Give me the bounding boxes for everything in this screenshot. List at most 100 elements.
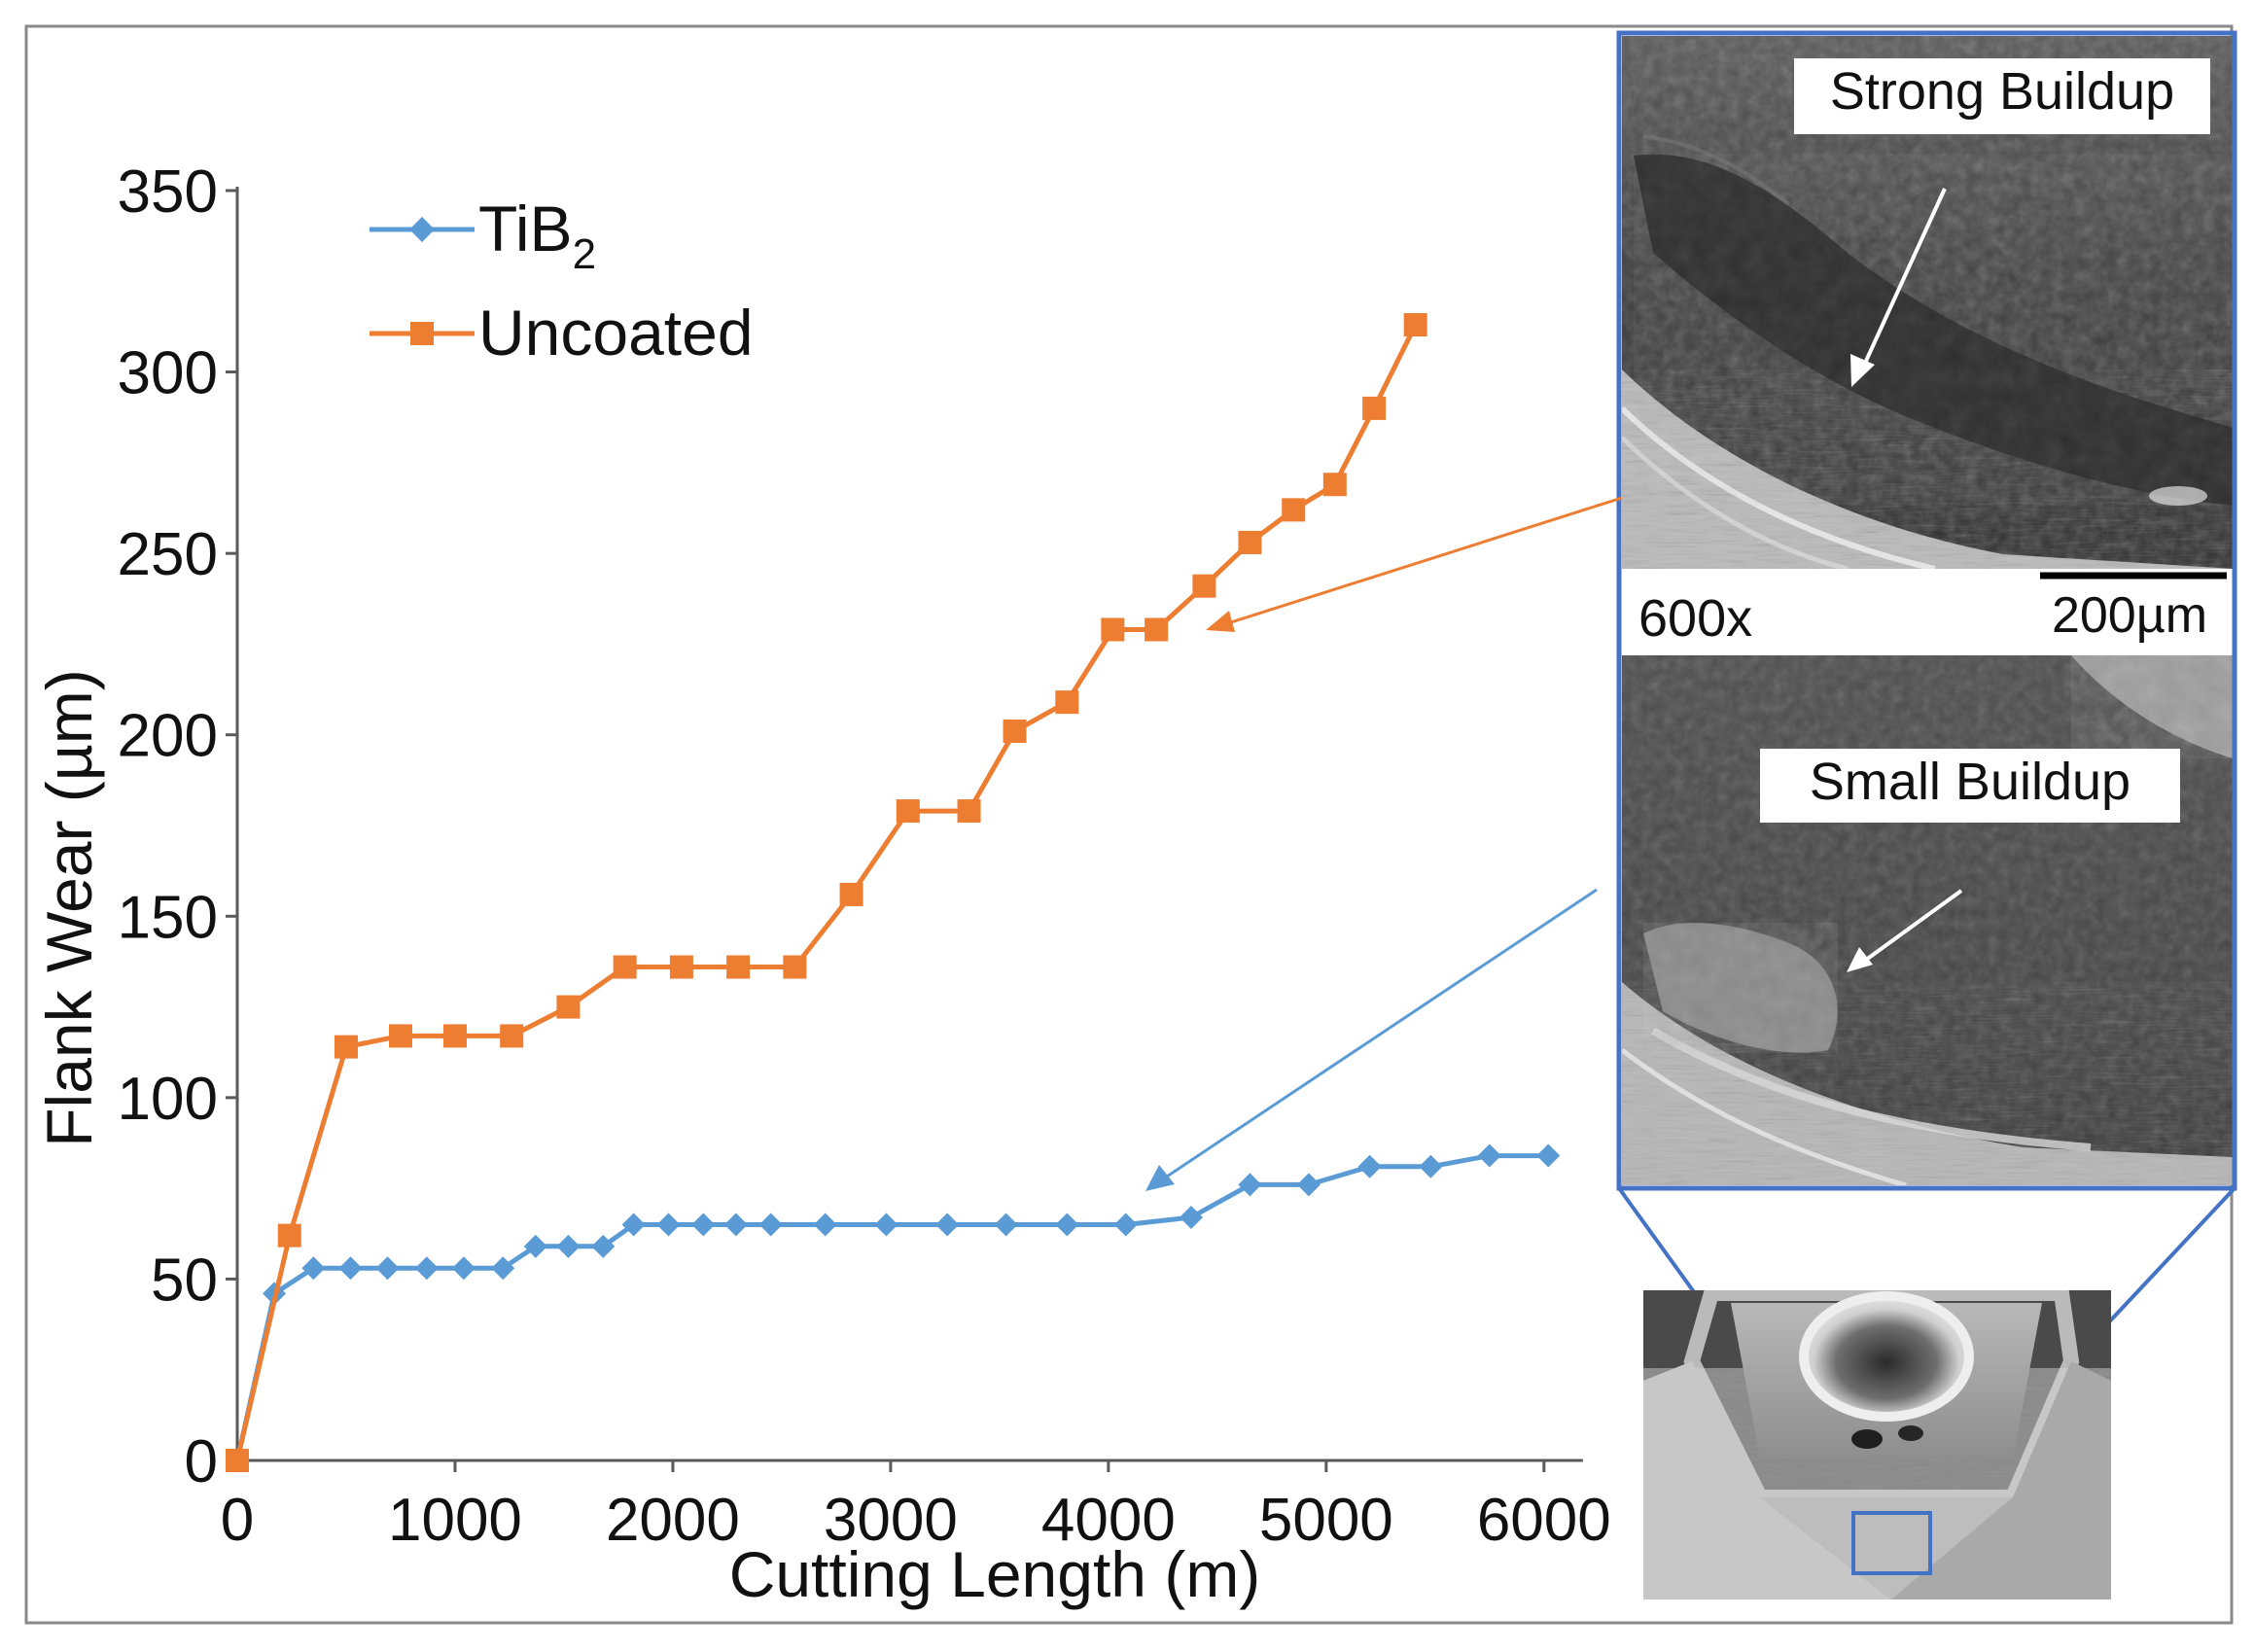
x-tick-label: 1000 (388, 1487, 522, 1554)
small-buildup-arrow (1860, 889, 1963, 965)
data-point (301, 1256, 326, 1281)
series-0 (226, 1143, 1561, 1472)
y-tick-label: 300 (118, 340, 218, 407)
data-point (994, 1213, 1018, 1237)
data-point (691, 1213, 716, 1237)
connector-arrow-tib2 (1166, 888, 1598, 1178)
chart-axes (235, 187, 1583, 1462)
data-point (874, 1213, 898, 1237)
sem-panel-frame (1616, 30, 2237, 1191)
data-point (1055, 690, 1079, 715)
y-tick-label: 50 (151, 1247, 218, 1314)
chart-series (226, 313, 1561, 1472)
data-point (1101, 617, 1125, 642)
chart-ticks: 0 50 100 150 200 250 300 350 0 1000 2000 3000 4000 50… (118, 158, 1611, 1554)
data-point (334, 1035, 358, 1059)
x-tick-label: 4000 (1041, 1487, 1176, 1554)
data-point (1419, 1154, 1443, 1178)
data-point (1296, 1173, 1321, 1197)
data-point (338, 1256, 363, 1281)
data-point (621, 1213, 646, 1237)
data-point (388, 1024, 412, 1048)
legend-label-tib2-base: TiB (478, 193, 573, 264)
data-point (957, 799, 981, 824)
legend: TiB2 Uncoated (370, 193, 754, 369)
data-point (491, 1256, 515, 1281)
small-buildup-label: Small Buildup (1810, 753, 2131, 811)
x-axis-title: Cutting Length (m) (729, 1538, 1261, 1610)
y-axis-title: Flank Wear (µm) (33, 669, 105, 1147)
data-point (1055, 1213, 1079, 1237)
legend-label-tib2: TiB2 (478, 193, 596, 278)
data-point (935, 1213, 960, 1237)
data-point (1362, 396, 1387, 420)
scale-bar-label: 200µm (2052, 587, 2207, 644)
data-point (1357, 1154, 1382, 1178)
y-tick-label: 100 (118, 1066, 218, 1133)
y-tick-label: 150 (118, 884, 218, 951)
strong-buildup-arrow-head (1850, 354, 1875, 387)
data-point (1179, 1205, 1203, 1229)
data-point (1192, 574, 1216, 598)
insert-photo-highlight-box (1851, 1511, 1932, 1575)
legend-marker-uncoated (410, 322, 434, 345)
data-point (783, 955, 807, 979)
data-point (813, 1213, 837, 1237)
data-point (726, 955, 751, 979)
magnification-label: 600x (1638, 589, 1752, 648)
legend-marker-tib2 (409, 217, 435, 242)
data-point (896, 799, 920, 824)
data-point (1477, 1143, 1501, 1168)
data-point (1403, 313, 1427, 337)
data-point (523, 1234, 547, 1258)
data-point (839, 882, 863, 906)
data-point (1113, 1213, 1138, 1237)
data-point (1282, 498, 1306, 522)
x-tick-label: 5000 (1259, 1487, 1393, 1554)
strong-buildup-label-box (1794, 58, 2210, 134)
x-tick-label: 6000 (1477, 1487, 1611, 1554)
data-point (1322, 473, 1347, 497)
y-tick-label: 200 (118, 703, 218, 770)
data-point (1238, 530, 1262, 554)
connector-arrow-tib2-head (1145, 1165, 1175, 1191)
data-point (451, 1256, 475, 1281)
data-point (1536, 1143, 1561, 1168)
data-point (500, 1024, 524, 1048)
connector-arrow-uncoated (1230, 496, 1623, 624)
data-point (414, 1256, 439, 1281)
y-tick-label: 250 (118, 521, 218, 588)
data-point (669, 955, 693, 979)
data-point (556, 1234, 581, 1258)
data-point (226, 1449, 249, 1472)
data-point (613, 955, 637, 979)
sem-caption-band (1622, 569, 2233, 655)
data-point (656, 1213, 681, 1237)
data-point (1238, 1173, 1262, 1197)
sem-image-small-buildup (1622, 655, 2233, 1185)
data-point (556, 995, 581, 1019)
small-buildup-label-box (1760, 749, 2180, 823)
strong-buildup-arrow (1860, 188, 1947, 370)
data-point (277, 1223, 301, 1248)
data-point (723, 1213, 748, 1237)
data-point (758, 1213, 783, 1237)
legend-label-uncoated: Uncoated (478, 297, 754, 369)
y-tick-label: 350 (118, 158, 218, 226)
strong-buildup-label: Strong Buildup (1830, 62, 2174, 121)
x-tick-label: 2000 (606, 1487, 740, 1554)
insert-photo (1643, 1290, 2111, 1599)
connector-arrow-uncoated-head (1206, 611, 1235, 632)
data-point (1003, 719, 1027, 743)
legend-label-tib2-subscript: 2 (573, 230, 596, 278)
data-point (1145, 617, 1169, 642)
data-point (442, 1024, 467, 1048)
data-point (375, 1256, 400, 1281)
y-tick-label: 0 (185, 1428, 218, 1495)
x-tick-label: 0 (221, 1487, 254, 1554)
data-point (591, 1234, 616, 1258)
series-1 (226, 313, 1427, 1472)
small-buildup-arrow-head (1847, 947, 1873, 972)
